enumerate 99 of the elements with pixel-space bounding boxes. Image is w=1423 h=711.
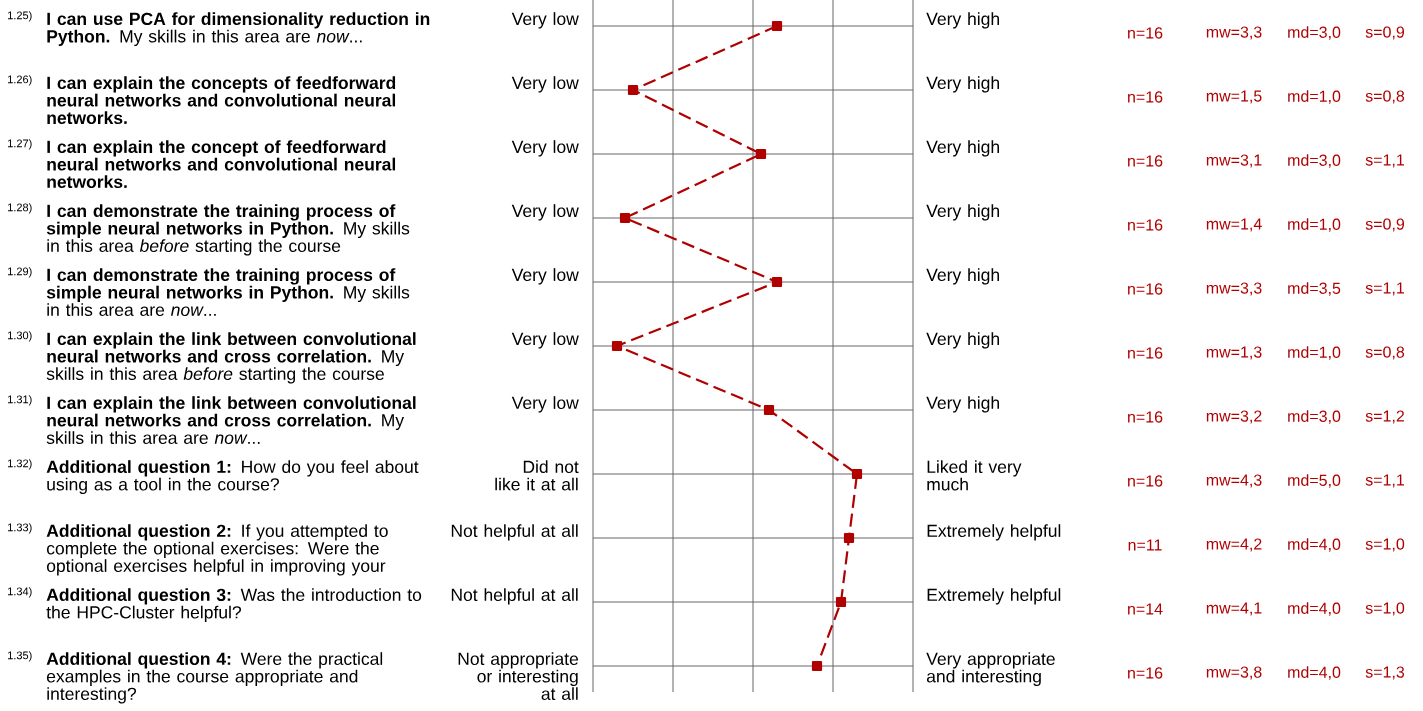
- point: [771, 276, 783, 288]
- text: Very high: [926, 76, 999, 93]
- text: 1.32): [8, 459, 32, 470]
- text: Very low: [511, 332, 579, 349]
- category-label: I can demonstrate the training process of simple neural networks in Python. My skills in this area before starting the course: [46, 204, 410, 256]
- text: n=16: [1128, 91, 1163, 103]
- data-label: mw=3,1: [1206, 154, 1262, 168]
- point: [619, 212, 631, 224]
- text: s=1,1: [1365, 474, 1405, 488]
- text: Very low: [511, 204, 579, 221]
- text: md=4,0: [1288, 602, 1341, 616]
- text: s=0,8: [1365, 90, 1405, 104]
- text: 1.26): [8, 75, 32, 86]
- y-tick-label: Additional question 3: Was the introduction to the HPC-Cluster helpful?: [46, 588, 422, 623]
- data-label: mw=3,3: [1206, 26, 1262, 40]
- point: [627, 84, 639, 96]
- text: Very high: [926, 204, 999, 221]
- text: n=16: [1128, 667, 1163, 679]
- point: [611, 340, 623, 352]
- text: s=0,8: [1365, 346, 1405, 360]
- data-label: mw=1,5: [1206, 90, 1262, 104]
- text: md=3,0: [1288, 26, 1341, 40]
- text: md=4,0: [1288, 538, 1341, 552]
- text: Very high: [926, 140, 999, 157]
- category-label: I can demonstrate the training process of simple neural networks in Python. My skills in this area are now...: [46, 268, 410, 317]
- text: 1.30): [8, 331, 32, 342]
- data-label: mw=1,4: [1206, 218, 1262, 232]
- category-label: I can explain the link between convolutional neural networks and cross correlation. My skills in this area are now...: [46, 396, 416, 445]
- text: Very high: [926, 268, 999, 285]
- text: n=14: [1128, 603, 1163, 615]
- text: md=1,0: [1288, 218, 1341, 232]
- y-tick-label: Additional question 1: How do you feel about using as a tool in the course?: [46, 460, 419, 495]
- text: n=16: [1128, 283, 1163, 295]
- text: n=16: [1128, 27, 1163, 39]
- text: md=3,0: [1288, 154, 1341, 168]
- point: [763, 404, 775, 416]
- text: Very low: [511, 12, 579, 29]
- text: 1.29): [8, 267, 32, 278]
- text: s=1,3: [1365, 666, 1405, 680]
- text: s=0,9: [1365, 218, 1405, 232]
- y-tick-label: I can explain the concepts of feedforward neural networks and convolutional neural networks.: [47, 76, 396, 125]
- text: n=16: [1128, 155, 1163, 167]
- text: 1.33): [8, 523, 32, 534]
- text: 1.34): [8, 587, 32, 598]
- text: 1.31): [8, 395, 32, 406]
- point: [771, 20, 783, 32]
- text: n=16: [1128, 411, 1163, 423]
- text: s=1,0: [1365, 538, 1405, 552]
- text: 1.35): [8, 651, 32, 662]
- text: md=3,0: [1288, 410, 1341, 424]
- y-tick-label: Additional question 4: Were the practical examples in the course appropriate and interesting?: [46, 652, 383, 704]
- text: Very low: [511, 76, 579, 93]
- text: n=16: [1128, 475, 1163, 487]
- text: s=1,1: [1365, 282, 1405, 296]
- point: [851, 468, 863, 480]
- data-label: mw=3,8: [1206, 666, 1262, 680]
- text: Very high: [926, 332, 999, 349]
- data-label: mw=4,3: [1206, 474, 1262, 488]
- text: Extremely helpful: [927, 588, 1061, 605]
- text: s=1,2: [1365, 410, 1404, 424]
- text: s=0,9: [1365, 26, 1405, 40]
- text: Did not like it at all: [495, 460, 579, 491]
- text: n=16: [1128, 219, 1163, 231]
- y-tick-label: I can explain the concept of feedforward neural networks and convolutional neural networks.: [47, 140, 396, 189]
- text: Not appropriate or interesting at all: [458, 652, 579, 701]
- text: Very low: [511, 140, 579, 157]
- text: md=3,5: [1288, 282, 1341, 296]
- data-label: mw=4,2: [1206, 538, 1262, 552]
- text: 1.28): [8, 203, 32, 214]
- data-label: mw=1,3: [1206, 346, 1262, 360]
- text: n=16: [1128, 347, 1163, 359]
- text: Liked it very much: [927, 460, 1022, 491]
- data-label: mw=4,1: [1206, 602, 1262, 616]
- point: [843, 532, 855, 544]
- data-label: mw=3,2: [1206, 410, 1262, 424]
- text: md=1,0: [1288, 346, 1341, 360]
- y-tick-label: Additional question 2: If you attempted to complete the optional exercises: Were the optional exercises helpful in improving your: [46, 524, 388, 576]
- text: Very low: [511, 268, 579, 285]
- text: n=11: [1128, 539, 1162, 551]
- text: Not helpful at all: [451, 588, 578, 605]
- point: [811, 660, 823, 672]
- text: 1.27): [8, 139, 32, 150]
- text: md=1,0: [1288, 90, 1341, 104]
- text: s=1,0: [1365, 602, 1405, 616]
- text: md=4,0: [1288, 666, 1341, 680]
- category-label: I can explain the link between convolutional neural networks and cross correlation. My skills in this area before starting the course: [46, 332, 416, 384]
- text: Very high: [926, 12, 999, 29]
- text: 1.25): [8, 11, 32, 22]
- text: md=5,0: [1288, 474, 1341, 488]
- text: Extremely helpful: [927, 524, 1061, 541]
- text: s=1,1: [1365, 154, 1405, 168]
- y-tick-label: I can use PCA for dimensionality reduction in Python. My skills in this area are now...: [47, 12, 430, 47]
- text: Not helpful at all: [451, 524, 578, 541]
- point: [835, 596, 847, 608]
- text: Very high: [926, 396, 999, 413]
- text: Very appropriate and interesting: [926, 652, 1055, 687]
- point: [755, 148, 767, 160]
- text: Very low: [511, 396, 579, 413]
- data-label: mw=3,3: [1206, 282, 1262, 296]
